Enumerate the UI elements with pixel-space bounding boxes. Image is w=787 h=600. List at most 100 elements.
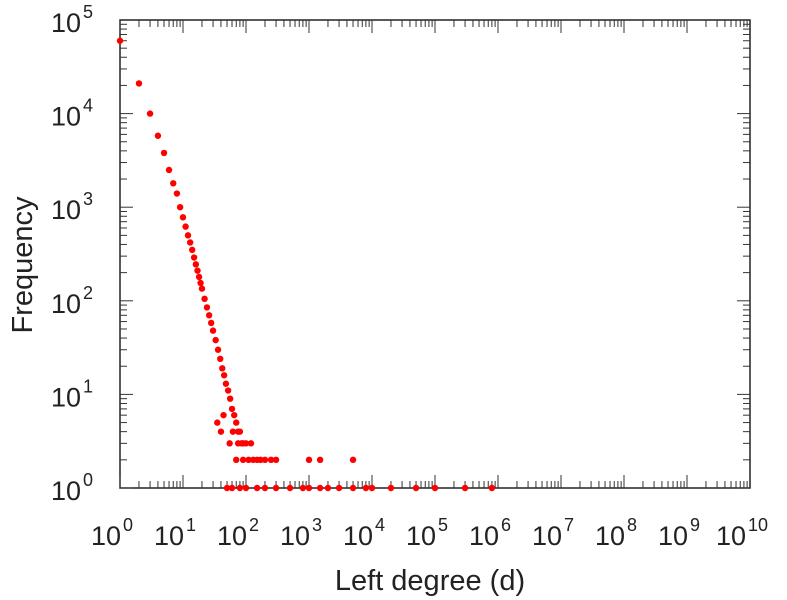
data-point xyxy=(272,484,280,492)
data-point xyxy=(197,279,204,287)
y-tick-exponent: 4 xyxy=(83,96,93,116)
data-point xyxy=(242,440,250,447)
data-point xyxy=(368,484,376,492)
data-point xyxy=(170,180,177,187)
data-point xyxy=(207,319,215,327)
data-point xyxy=(226,440,233,447)
data-point xyxy=(224,387,232,394)
data-point xyxy=(154,132,162,139)
data-point xyxy=(305,484,313,492)
y-tick-exponent: 2 xyxy=(83,283,93,303)
data-point xyxy=(261,484,269,492)
y-tick-exponent: 1 xyxy=(83,376,93,396)
y-tick-label: 10 3 xyxy=(51,189,93,225)
y-tick-exponent: 0 xyxy=(83,470,93,490)
data-point xyxy=(257,456,264,464)
data-point xyxy=(189,246,196,254)
data-point xyxy=(316,484,324,492)
data-point xyxy=(116,37,124,44)
x-tick-label: 10 7 xyxy=(532,515,574,551)
data-point xyxy=(182,223,189,230)
data-point xyxy=(387,484,395,492)
data-point xyxy=(217,355,224,363)
x-tick-label: 10 6 xyxy=(469,515,511,551)
data-point xyxy=(135,80,143,87)
data-point xyxy=(324,484,332,492)
x-tick-label: 10 10 xyxy=(716,515,768,551)
y-tick-label: 10 5 xyxy=(51,2,93,38)
data-point xyxy=(335,484,343,492)
data-point xyxy=(198,285,206,292)
data-point xyxy=(488,484,496,492)
data-point xyxy=(209,327,217,334)
data-point xyxy=(431,484,439,492)
x-tick-label: 10 5 xyxy=(406,515,448,551)
data-point xyxy=(299,484,307,492)
data-point xyxy=(233,456,240,464)
data-point xyxy=(236,428,244,435)
data-point xyxy=(267,456,275,464)
data-point xyxy=(253,484,261,492)
data-point xyxy=(220,372,228,379)
data-point xyxy=(234,440,242,447)
data-point xyxy=(173,190,181,197)
data-point xyxy=(349,484,357,492)
x-tick-label: 10 1 xyxy=(154,515,196,551)
data-point xyxy=(228,484,236,492)
data-point xyxy=(203,304,211,311)
data-point xyxy=(226,395,234,402)
x-tick-exponent: 6 xyxy=(501,515,511,535)
data-point xyxy=(272,456,280,464)
data-point xyxy=(165,166,173,174)
data-point xyxy=(349,456,357,464)
data-point xyxy=(233,419,240,426)
y-tick-label: 10 2 xyxy=(51,283,93,319)
x-axis-title: Left degree (d) xyxy=(335,565,525,597)
data-point xyxy=(214,346,222,353)
x-tick-label: 10 0 xyxy=(91,515,133,551)
x-tick-exponent: 2 xyxy=(249,515,259,535)
data-point xyxy=(362,484,370,492)
data-point xyxy=(222,380,230,387)
x-tick-exponent: 0 xyxy=(123,515,133,535)
data-point xyxy=(190,254,198,261)
data-point xyxy=(201,295,208,303)
x-tick-label: 10 9 xyxy=(658,515,700,551)
y-tick-exponent: 5 xyxy=(83,2,93,22)
data-point xyxy=(412,484,420,492)
data-point xyxy=(184,232,192,239)
y-tick-label: 10 0 xyxy=(51,470,93,506)
x-tick-exponent: 10 xyxy=(748,515,768,535)
data-point xyxy=(242,484,250,492)
data-point xyxy=(160,149,168,157)
data-point xyxy=(214,419,221,426)
data-point xyxy=(176,204,184,211)
plot-frame xyxy=(119,19,751,489)
data-point xyxy=(186,239,194,246)
data-point xyxy=(261,456,269,464)
data-point xyxy=(195,273,203,281)
x-tick-label: 10 2 xyxy=(217,515,259,551)
data-point xyxy=(194,267,201,274)
x-tick-exponent: 8 xyxy=(627,515,637,535)
data-point xyxy=(205,312,213,319)
x-tick-label: 10 3 xyxy=(280,515,322,551)
x-tick-exponent: 4 xyxy=(375,515,385,535)
data-point xyxy=(212,336,219,344)
y-axis-title: Frequency xyxy=(7,196,39,334)
data-point xyxy=(223,484,231,492)
x-tick-exponent: 7 xyxy=(564,515,574,535)
data-point xyxy=(219,365,226,372)
data-point xyxy=(239,456,247,464)
data-point xyxy=(316,456,324,464)
y-tick-label: 10 4 xyxy=(51,96,93,132)
data-point xyxy=(220,411,227,419)
data-point xyxy=(305,456,313,464)
data-point xyxy=(461,484,469,492)
x-tick-exponent: 5 xyxy=(438,515,448,535)
data-point xyxy=(286,484,294,492)
data-point xyxy=(245,456,252,464)
data-point xyxy=(231,411,238,419)
data-point xyxy=(146,110,154,117)
